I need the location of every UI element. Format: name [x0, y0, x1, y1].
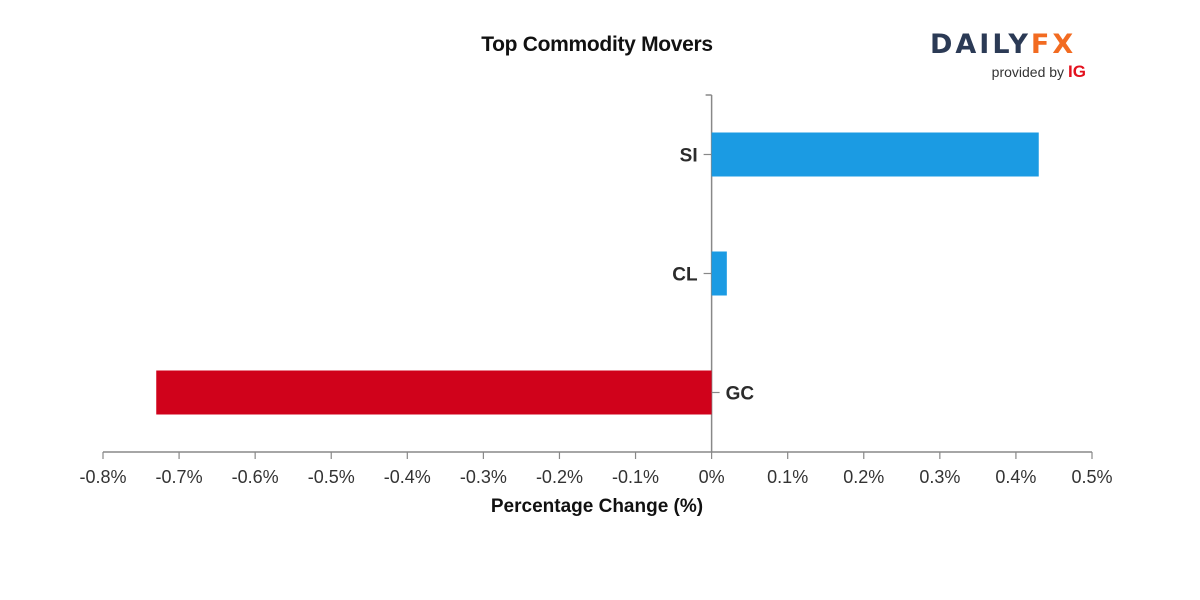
x-tick-label: -0.8%: [79, 467, 126, 487]
x-tick-label: 0.3%: [919, 467, 960, 487]
provided-by-text: provided by: [991, 64, 1065, 80]
dailyfx-logo: DAILYFX provided by IG: [930, 30, 1090, 86]
x-tick-label: -0.2%: [536, 467, 583, 487]
bar-cl: [711, 251, 727, 296]
category-label-cl: CL: [672, 265, 698, 286]
provided-by-ig: provided by IG: [992, 62, 1086, 82]
x-tick-label: 0.5%: [1071, 467, 1112, 487]
logo-wordmark: DAILYFX: [930, 30, 1090, 60]
bar-si: [711, 132, 1039, 177]
x-tick-label: 0.2%: [843, 467, 884, 487]
ig-logo-text: IG: [1068, 62, 1086, 81]
x-tick-label: -0.1%: [612, 467, 659, 487]
x-tick-label: 0.4%: [995, 467, 1036, 487]
x-tick-label: -0.3%: [460, 467, 507, 487]
chart-title: Top Commodity Movers: [481, 33, 713, 56]
x-tick-label: -0.4%: [384, 467, 431, 487]
logo-fx-text: FX: [1030, 29, 1077, 60]
x-tick-label: -0.7%: [156, 467, 203, 487]
x-axis-title: Percentage Change (%): [490, 496, 704, 517]
bar-gc: [156, 370, 712, 415]
x-tick-label: -0.5%: [308, 467, 355, 487]
x-tick-label: 0%: [699, 467, 725, 487]
category-label-si: SI: [680, 146, 698, 167]
x-tick-label: -0.6%: [232, 467, 279, 487]
logo-daily-text: DAILY: [930, 29, 1031, 60]
category-label-gc: GC: [726, 384, 755, 405]
x-tick-label: 0.1%: [767, 467, 808, 487]
